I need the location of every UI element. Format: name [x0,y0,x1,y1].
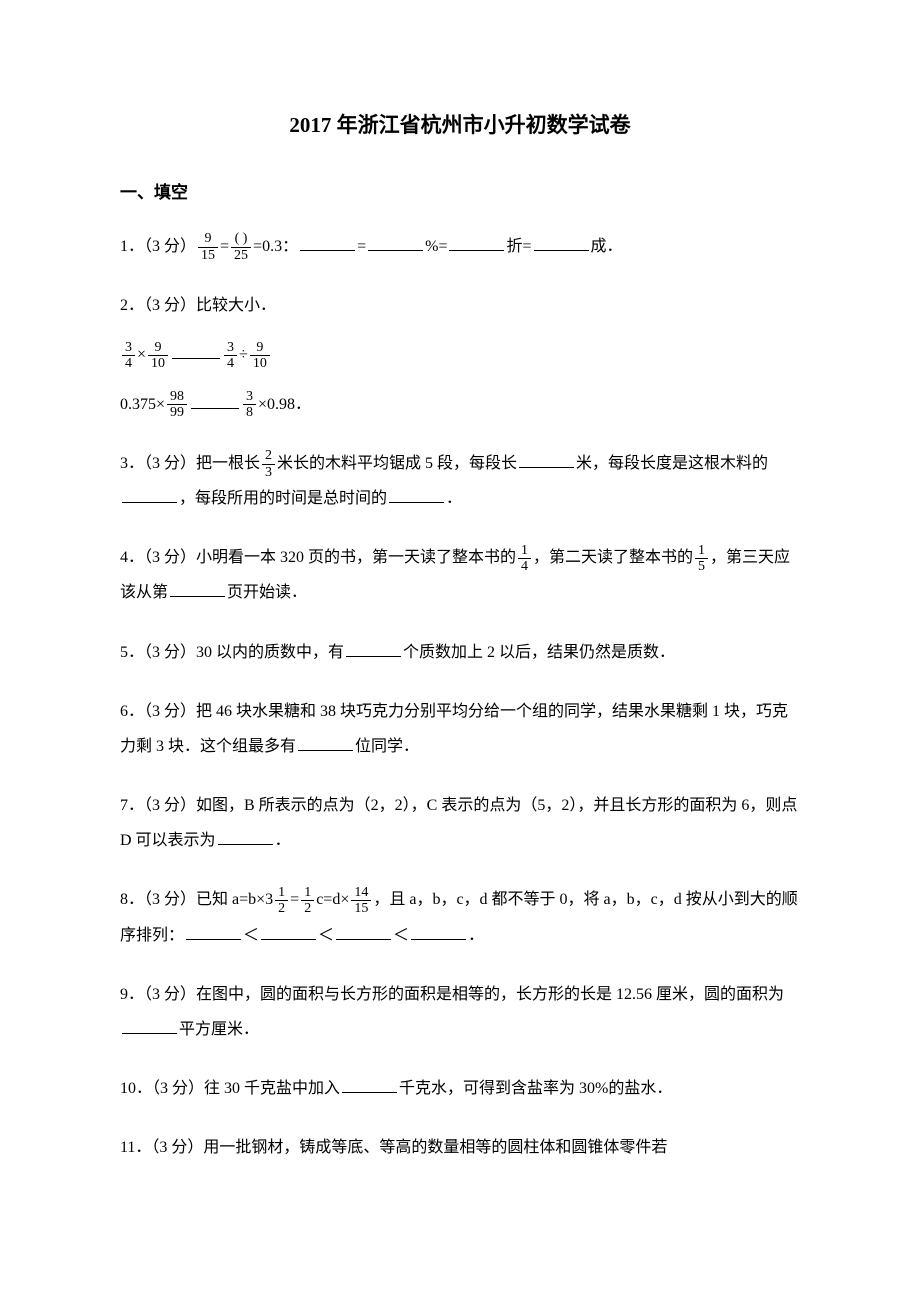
question-4: 4．（3 分）小明看一本 320 页的书，第一天读了整本书的14，第二天读了整本… [120,540,800,610]
question-1: 1．（3 分）915=( )25=0.3：=%=折=成． [120,229,800,264]
fraction: 34 [122,340,135,372]
text: ． [468,927,484,944]
blank [300,235,355,251]
text: %= [425,238,447,255]
q1-prefix: 1．（3 分） [120,238,196,255]
question-11: 11．（3 分）用一批钢材，铸成等底、等高的数量相等的圆柱体和圆锥体零件若 [120,1130,800,1165]
section-header: 一、填空 [120,180,800,206]
fraction: 14 [518,543,531,575]
text: c=d× [316,891,349,908]
blank [534,235,589,251]
fraction: 12 [275,885,288,917]
q8-prefix: 8．（3 分）已知 a=b×3 [120,891,273,908]
question-10: 10．（3 分）往 30 千克盐中加入 千克水，可得到含盐率为 30%的盐水． [120,1071,800,1106]
blank [519,452,574,468]
text: ，每段所用的时间是总时间的 [179,490,387,507]
q5-prefix: 5．（3 分）30 以内的质数中，有 [120,644,344,661]
question-3: 3．（3 分）把一根长23米长的木料平均锯成 5 段，每段长 米，每段长度是这根木… [120,446,800,516]
text: 平方厘米． [179,1021,259,1038]
q4-prefix: 4．（3 分）小明看一本 320 页的书，第一天读了整本书的 [120,549,516,566]
blank [411,924,466,940]
q2-prefix: 2．（3 分）比较大小． [120,288,800,323]
q9-prefix: 9．（3 分）在图中，圆的面积与长方形的面积是相等的，长方形的长是 12.56 … [120,986,784,1003]
text: 个质数加上 2 以后，结果仍然是质数． [403,644,675,661]
fraction: 1415 [351,885,371,917]
q2-line2: 0.375×9899 38×0.98． [120,387,800,422]
text: 千克水，可得到含盐率为 30%的盐水． [399,1080,672,1097]
fraction: 23 [262,448,275,480]
text: ＜ [243,927,259,944]
q11-prefix: 11．（3 分）用一批钢材，铸成等底、等高的数量相等的圆柱体和圆锥体零件若 [120,1139,667,1156]
text: 米长的木料平均锯成 5 段，每段长 [277,455,517,472]
blank [172,343,220,359]
blank [218,829,273,845]
question-6: 6．（3 分）把 46 块水果糖和 38 块巧克力分别平均分给一个组的同学，结果… [120,694,800,764]
text: ＜ [318,927,334,944]
text: 米，每段长度是这根木料的 [576,455,768,472]
text: × [137,346,146,363]
text: 0.375× [120,396,165,413]
q10-prefix: 10．（3 分）往 30 千克盐中加入 [120,1080,340,1097]
fraction: 34 [224,340,237,372]
blank [191,393,239,409]
text: = [220,238,229,255]
text: ，第二天读了整本书的 [533,549,693,566]
blank [342,1077,397,1093]
fraction: 910 [148,340,168,372]
blank [122,487,177,503]
blank [346,641,401,657]
fraction: 910 [250,340,270,372]
text: ×0.98． [258,396,311,413]
text: 折= [506,238,531,255]
blank [186,924,241,940]
text: = [290,891,299,908]
fraction: ( )25 [231,231,251,263]
text: 成． [591,238,623,255]
question-5: 5．（3 分）30 以内的质数中，有 个质数加上 2 以后，结果仍然是质数． [120,635,800,670]
q3-prefix: 3．（3 分）把一根长 [120,455,260,472]
blank [261,924,316,940]
text: ． [275,832,291,849]
fraction: 9899 [167,389,187,421]
fraction: 15 [695,543,708,575]
text: ÷ [239,346,248,363]
fraction: 38 [243,389,256,421]
blank [368,235,423,251]
text: 页开始读． [227,584,307,601]
q2-line1: 34×91034÷910 [120,337,800,372]
blank [122,1018,177,1034]
question-9: 9．（3 分）在图中，圆的面积与长方形的面积是相等的，长方形的长是 12.56 … [120,977,800,1047]
text: = [357,238,366,255]
blank [389,487,444,503]
fraction: 12 [301,885,314,917]
blank [298,735,353,751]
question-8: 8．（3 分）已知 a=b×312=12c=d×1415，且 a，b，c，d 都… [120,882,800,952]
blank [336,924,391,940]
question-7: 7．（3 分）如图，B 所表示的点为（2，2），C 表示的点为（5，2），并且长… [120,788,800,858]
blank [449,235,504,251]
text: ． [446,490,462,507]
blank [170,581,225,597]
text: 位同学． [355,738,419,755]
text: =0.3： [253,238,298,255]
page-title: 2017 年浙江省杭州市小升初数学试卷 [120,110,800,142]
fraction: 915 [198,231,218,263]
text: ＜ [393,927,409,944]
q6-prefix: 6．（3 分）把 46 块水果糖和 38 块巧克力分别平均分给一个组的同学，结果… [120,703,788,755]
question-2: 2．（3 分）比较大小． 34×91034÷910 0.375×989938×0… [120,288,800,422]
